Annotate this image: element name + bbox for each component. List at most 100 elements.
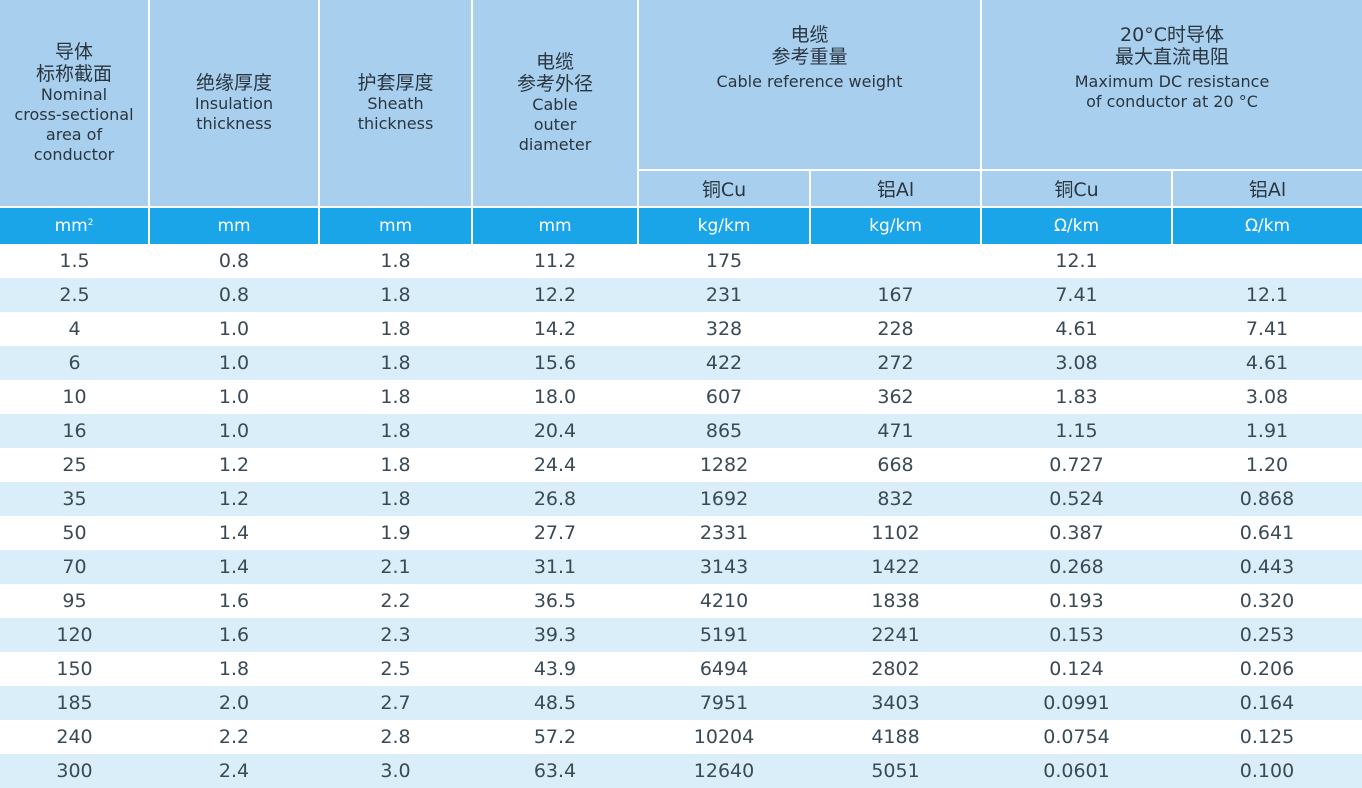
cell-insulation: 1.2 [149,448,319,482]
cell-res-al [1172,244,1362,278]
cell-res-cu: 0.524 [981,482,1172,516]
cell-diameter: 11.2 [472,244,638,278]
cell-sheath: 2.8 [319,720,472,754]
cell-diameter: 26.8 [472,482,638,516]
cell-sheath: 1.8 [319,346,472,380]
cell-area: 4 [0,312,149,346]
cell-area: 150 [0,652,149,686]
header-diameter: 电缆 参考外径 Cable outer diameter [472,0,639,208]
data-rows: 1.5 0.8 1.8 11.2 175 12.1 2.5 0.8 1.8 12.2 231 167 7… [0,244,1362,788]
header-conductor-en: Nominal cross-sectional area of conductor [14,85,134,164]
cell-weight-cu: 422 [638,346,810,380]
header-weight-cu: 铜Cu [638,170,811,208]
cell-res-cu: 4.61 [981,312,1172,346]
cell-sheath: 1.8 [319,312,472,346]
header-diameter-zh: 电缆 参考外径 [516,51,593,95]
cell-weight-cu: 231 [638,278,810,312]
header-weight-al: 铝Al [810,170,982,208]
unit-weight-cu: kg/km [638,207,811,244]
cell-sheath: 1.8 [319,448,472,482]
cell-insulation: 0.8 [149,244,319,278]
header-sheath-zh: 护套厚度 [357,72,434,94]
cell-weight-al: 1102 [810,516,981,550]
cell-sheath: 1.8 [319,380,472,414]
cell-res-cu: 0.124 [981,652,1172,686]
cell-weight-al: 228 [810,312,981,346]
cell-weight-cu: 607 [638,380,810,414]
header-weight: 电缆 参考重量 Cable reference weight [638,0,982,171]
cell-res-al: 12.1 [1172,278,1362,312]
cell-weight-cu: 865 [638,414,810,448]
cell-sheath: 3.0 [319,754,472,788]
header-res-al: 铝Al [1172,170,1362,208]
cell-weight-al: 1838 [810,584,981,618]
cell-area: 10 [0,380,149,414]
cell-area: 1.5 [0,244,149,278]
cell-area: 240 [0,720,149,754]
header-res-cu: 铜Cu [981,170,1173,208]
cell-diameter: 43.9 [472,652,638,686]
table-row: 300 2.4 3.0 63.4 12640 5051 0.0601 0.100 [0,754,1362,788]
cell-insulation: 2.2 [149,720,319,754]
cell-area: 35 [0,482,149,516]
cell-area: 120 [0,618,149,652]
cell-diameter: 63.4 [472,754,638,788]
cell-sheath: 2.2 [319,584,472,618]
cell-res-al: 7.41 [1172,312,1362,346]
header-insulation-en: Insulation thickness [194,94,274,133]
cell-res-cu: 0.0991 [981,686,1172,720]
cell-weight-cu: 175 [638,244,810,278]
table-row: 16 1.0 1.8 20.4 865 471 1.15 1.91 [0,414,1362,448]
cell-res-al: 0.100 [1172,754,1362,788]
header-weight-en: Cable reference weight [716,72,903,91]
unit-insulation: mm [149,207,320,244]
header-insulation: 绝缘厚度 Insulation thickness [149,0,320,208]
header-sheath-en: Sheath thickness [357,94,434,133]
unit-area-text: mm [54,216,88,236]
cell-res-cu: 0.0601 [981,754,1172,788]
header-diameter-en: Cable outer diameter [518,95,592,154]
table-row: 50 1.4 1.9 27.7 2331 1102 0.387 0.641 [0,516,1362,550]
cell-res-al: 0.206 [1172,652,1362,686]
cell-insulation: 2.4 [149,754,319,788]
table-row: 150 1.8 2.5 43.9 6494 2802 0.124 0.206 [0,652,1362,686]
cell-res-al: 4.61 [1172,346,1362,380]
cell-sheath: 1.8 [319,482,472,516]
unit-sheath: mm [319,207,473,244]
unit-res-cu: Ω/km [981,207,1173,244]
table-row: 2.5 0.8 1.8 12.2 231 167 7.41 12.1 [0,278,1362,312]
cell-insulation: 1.0 [149,414,319,448]
cell-area: 95 [0,584,149,618]
cell-res-al: 0.164 [1172,686,1362,720]
cell-insulation: 1.4 [149,550,319,584]
cell-insulation: 1.6 [149,618,319,652]
cell-res-cu: 0.193 [981,584,1172,618]
table-row: 1.5 0.8 1.8 11.2 175 12.1 [0,244,1362,278]
cell-weight-cu: 1692 [638,482,810,516]
cell-res-cu: 0.387 [981,516,1172,550]
header-resistance-en: Maximum DC resistance of conductor at 20 … [1074,72,1270,111]
cell-area: 25 [0,448,149,482]
cell-res-cu: 1.83 [981,380,1172,414]
unit-area: mm2 [0,207,150,244]
cell-insulation: 1.4 [149,516,319,550]
cell-res-al: 0.443 [1172,550,1362,584]
cell-area: 185 [0,686,149,720]
cell-weight-cu: 1282 [638,448,810,482]
cell-area: 300 [0,754,149,788]
cell-insulation: 1.0 [149,380,319,414]
cell-res-al: 1.91 [1172,414,1362,448]
cell-weight-cu: 328 [638,312,810,346]
cell-weight-al: 668 [810,448,981,482]
cell-weight-cu: 10204 [638,720,810,754]
cell-res-al: 0.320 [1172,584,1362,618]
table-row: 70 1.4 2.1 31.1 3143 1422 0.268 0.443 [0,550,1362,584]
cell-weight-al: 471 [810,414,981,448]
table-row: 240 2.2 2.8 57.2 10204 4188 0.0754 0.125 [0,720,1362,754]
cell-diameter: 39.3 [472,618,638,652]
cell-res-al: 0.868 [1172,482,1362,516]
cell-area: 6 [0,346,149,380]
unit-weight-al: kg/km [810,207,982,244]
cell-diameter: 36.5 [472,584,638,618]
